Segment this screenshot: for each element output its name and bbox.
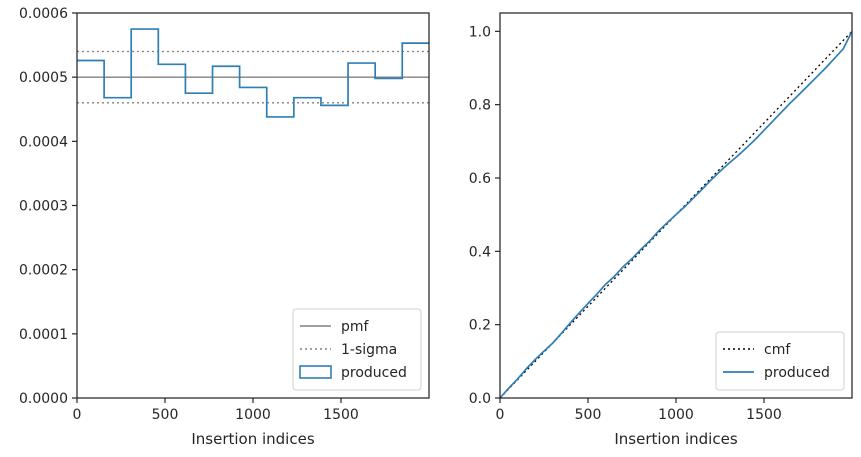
- x-tick-label: 1000: [658, 407, 694, 423]
- y-tick-label: 0.0005: [19, 70, 68, 86]
- left-x-axis-label: Insertion indices: [191, 430, 314, 448]
- y-tick-label: 0.8: [469, 98, 491, 114]
- y-tick-label: 0.0000: [19, 391, 68, 407]
- legend-box: [292, 308, 422, 391]
- y-tick-label: 0.0004: [19, 134, 68, 150]
- y-tick-label: 0.0: [469, 391, 491, 407]
- y-tick-label: 0.0006: [19, 6, 68, 22]
- y-tick-label: 0.4: [469, 244, 491, 260]
- legend-swatch: [299, 365, 332, 379]
- x-tick-label: 1500: [746, 407, 782, 423]
- legend-label: produced: [764, 365, 830, 381]
- x-tick-label: 500: [152, 407, 179, 423]
- x-tick-label: 1500: [323, 407, 359, 423]
- legend-label: 1-sigma: [341, 342, 397, 358]
- right-panel: 0 500 1000 1500 0.0 0.2 0.4 0.6 0.8 1.0 Insertio…: [469, 12, 853, 448]
- legend-box: [715, 331, 845, 391]
- series-produced: [500, 30, 852, 398]
- right-x-axis-label: Insertion indices: [614, 430, 737, 448]
- x-tick-label: 500: [575, 407, 602, 423]
- y-tick-label: 0.6: [469, 171, 491, 187]
- legend-label: produced: [341, 365, 407, 381]
- x-tick-label: 0: [73, 407, 82, 423]
- series-produced: [77, 28, 429, 118]
- legend-label: cmf: [764, 342, 791, 358]
- left-legend: pmf 1-sigma produced: [292, 308, 422, 391]
- right-legend: cmf produced: [715, 331, 845, 391]
- x-tick-label: 0: [496, 407, 505, 423]
- y-tick-label: 0.0003: [19, 199, 68, 215]
- left-panel: 0 500 1000 1500 0.0000 0.0001 0.0002 0.0003 0.0…: [19, 6, 430, 448]
- y-tick-label: 0.2: [469, 318, 491, 334]
- y-tick-label: 0.0002: [19, 263, 68, 279]
- legend-label: pmf: [341, 319, 370, 335]
- y-tick-label: 0.0001: [19, 327, 68, 343]
- x-tick-label: 1000: [235, 407, 271, 423]
- y-tick-label: 1.0: [469, 24, 491, 40]
